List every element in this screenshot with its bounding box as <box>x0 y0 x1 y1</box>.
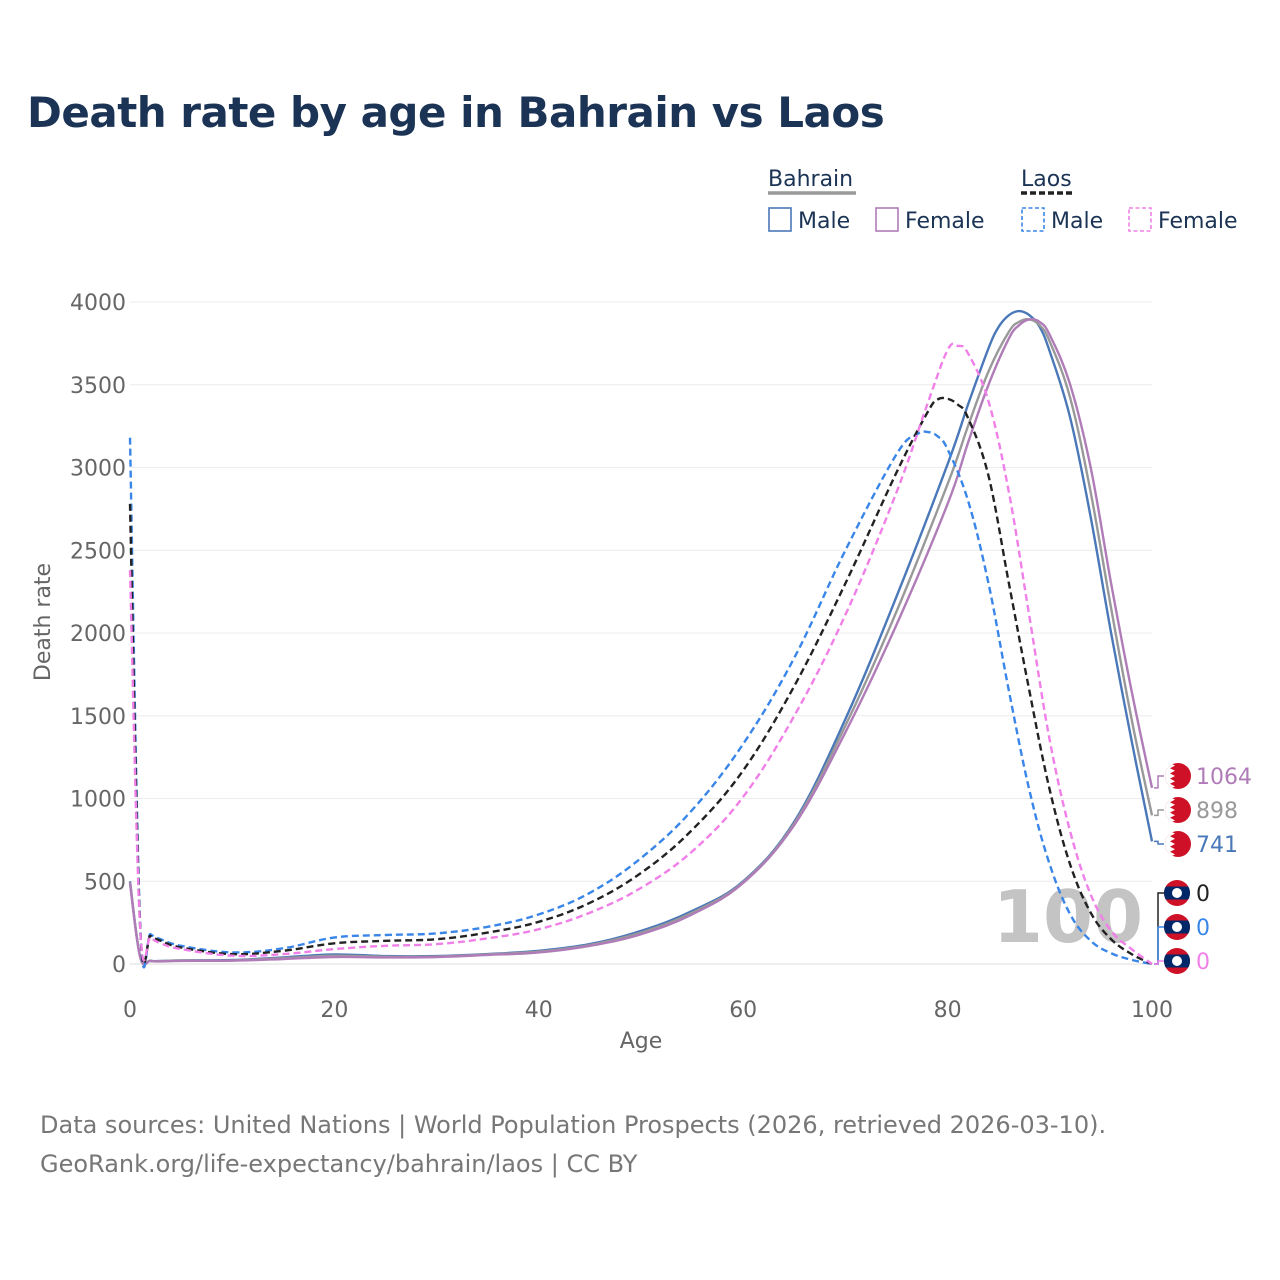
laos-flag-icon <box>1164 948 1190 974</box>
y-tick-label: 1500 <box>70 705 126 730</box>
x-tick-label: 80 <box>934 998 962 1023</box>
legend-swatch-female <box>875 207 899 232</box>
end-label-connector <box>1154 926 1164 965</box>
legend-group-bahrain: Bahrain <box>768 167 853 192</box>
legend-item-female: Female <box>905 209 985 234</box>
y-tick-label: 1000 <box>70 788 126 813</box>
end-label-connector <box>1154 960 1164 965</box>
bahrain-flag-icon <box>1165 797 1191 823</box>
y-tick-label: 3500 <box>70 374 126 399</box>
end-label-value: 741 <box>1196 833 1238 858</box>
end-labels: 1064 898 741 0 0 0 <box>1154 763 1252 975</box>
legend-item-male: Male <box>798 209 850 234</box>
end-label-connector <box>1154 775 1164 789</box>
y-tick-label: 500 <box>84 870 126 895</box>
chart-title: Death rate by age in Bahrain vs Laos <box>27 88 885 137</box>
legend-group-laos: Laos <box>1021 167 1072 192</box>
legend-swatch-male <box>1021 207 1045 232</box>
year-watermark: 100 <box>993 875 1143 959</box>
bahrain-flag-icon <box>1165 763 1191 789</box>
legend-item-male: Male <box>1051 209 1103 234</box>
footer-link[interactable]: GeoRank.org/life-expectancy/bahrain/laos… <box>40 1150 638 1178</box>
end-label-connector <box>1154 840 1164 845</box>
x-axis-label: Age <box>620 1029 663 1054</box>
legend-swatch-male <box>768 207 792 232</box>
laos-flag-icon <box>1164 914 1190 940</box>
y-tick-label: 3000 <box>70 457 126 482</box>
y-axis-label: Death rate <box>31 563 56 681</box>
end-label-connector <box>1154 809 1164 817</box>
x-tick-label: 40 <box>525 998 553 1023</box>
series-lines <box>128 309 1154 969</box>
footer-sources[interactable]: Data sources: United Nations | World Pop… <box>40 1111 1107 1139</box>
end-label-value: 898 <box>1196 799 1238 824</box>
x-tick-label: 60 <box>729 998 757 1023</box>
legend-item-female: Female <box>1158 209 1238 234</box>
footer: Data sources: United Nations | World Pop… <box>40 1106 1106 1184</box>
axes: 0 500 1000 1500 2000 2500 3000 3500 4000 0 20 40 60 8… <box>31 291 1173 1054</box>
end-label-value: 1064 <box>1196 765 1252 790</box>
end-label-value: 0 <box>1196 950 1210 975</box>
y-tick-label: 4000 <box>70 291 126 316</box>
series-line-laos-female <box>128 342 1153 965</box>
legend: Bahrain Male Female Laos Male Female <box>768 167 1238 234</box>
end-label-value: 0 <box>1196 916 1210 941</box>
x-tick-label: 0 <box>123 998 137 1023</box>
end-label-connector <box>1154 892 1164 965</box>
y-tick-label: 2500 <box>70 539 126 564</box>
legend-swatch-female <box>1128 207 1152 232</box>
end-label-value: 0 <box>1196 882 1210 907</box>
series-line-bahrain-male <box>128 309 1154 966</box>
y-tick-label: 2000 <box>70 622 126 647</box>
x-tick-label: 20 <box>320 998 348 1023</box>
y-tick-label: 0 <box>112 953 126 978</box>
series-line-bahrain-female <box>128 317 1154 966</box>
bahrain-flag-icon <box>1165 831 1191 857</box>
x-tick-label: 100 <box>1131 998 1173 1023</box>
series-line-laos-male <box>128 430 1153 969</box>
laos-flag-icon <box>1164 880 1190 906</box>
